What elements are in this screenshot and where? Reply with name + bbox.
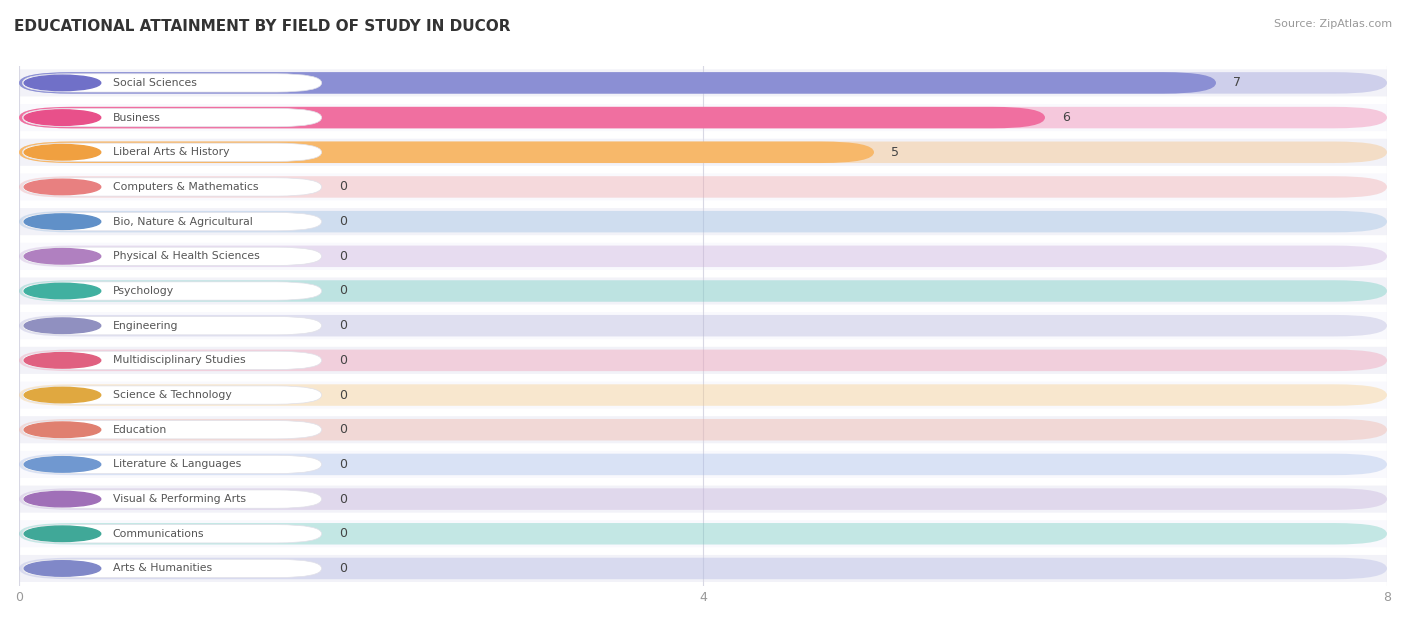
FancyBboxPatch shape xyxy=(22,282,322,300)
FancyBboxPatch shape xyxy=(20,211,1386,233)
FancyBboxPatch shape xyxy=(22,74,322,92)
Text: Source: ZipAtlas.com: Source: ZipAtlas.com xyxy=(1274,19,1392,29)
FancyBboxPatch shape xyxy=(20,104,1386,131)
FancyBboxPatch shape xyxy=(20,72,1386,94)
Text: 0: 0 xyxy=(339,319,347,332)
FancyBboxPatch shape xyxy=(20,280,1386,301)
FancyBboxPatch shape xyxy=(20,451,1386,478)
Text: 5: 5 xyxy=(891,146,898,159)
Text: 0: 0 xyxy=(339,527,347,540)
Text: Science & Technology: Science & Technology xyxy=(112,390,232,400)
FancyBboxPatch shape xyxy=(20,555,1386,582)
Circle shape xyxy=(24,75,101,90)
FancyBboxPatch shape xyxy=(20,107,1045,128)
FancyBboxPatch shape xyxy=(22,386,322,404)
Circle shape xyxy=(24,214,101,229)
Circle shape xyxy=(24,283,101,299)
FancyBboxPatch shape xyxy=(22,559,322,578)
FancyBboxPatch shape xyxy=(20,142,875,163)
Text: 0: 0 xyxy=(339,458,347,471)
FancyBboxPatch shape xyxy=(20,142,1386,163)
FancyBboxPatch shape xyxy=(20,520,1386,547)
FancyBboxPatch shape xyxy=(20,277,1386,305)
Text: 0: 0 xyxy=(339,284,347,298)
Text: Social Sciences: Social Sciences xyxy=(112,78,197,88)
FancyBboxPatch shape xyxy=(22,317,322,335)
FancyBboxPatch shape xyxy=(22,178,322,196)
Text: Physical & Health Sciences: Physical & Health Sciences xyxy=(112,252,260,261)
Text: 0: 0 xyxy=(339,562,347,575)
FancyBboxPatch shape xyxy=(20,139,1386,166)
Text: Engineering: Engineering xyxy=(112,320,179,331)
FancyBboxPatch shape xyxy=(20,523,1386,545)
Text: Arts & Humanities: Arts & Humanities xyxy=(112,564,212,573)
FancyBboxPatch shape xyxy=(22,490,322,508)
Circle shape xyxy=(24,179,101,195)
FancyBboxPatch shape xyxy=(20,176,1386,198)
Text: 0: 0 xyxy=(339,423,347,436)
FancyBboxPatch shape xyxy=(22,109,322,127)
Text: 0: 0 xyxy=(339,354,347,367)
Text: 7: 7 xyxy=(1233,76,1241,89)
FancyBboxPatch shape xyxy=(20,70,1386,97)
FancyBboxPatch shape xyxy=(20,416,1386,443)
FancyBboxPatch shape xyxy=(20,485,1386,513)
FancyBboxPatch shape xyxy=(20,557,1386,579)
FancyBboxPatch shape xyxy=(22,247,322,265)
Circle shape xyxy=(24,422,101,437)
FancyBboxPatch shape xyxy=(20,107,1386,128)
FancyBboxPatch shape xyxy=(20,384,1386,406)
FancyBboxPatch shape xyxy=(20,419,1386,441)
Text: Bio, Nature & Agricultural: Bio, Nature & Agricultural xyxy=(112,217,253,227)
Text: 0: 0 xyxy=(339,389,347,401)
Text: EDUCATIONAL ATTAINMENT BY FIELD OF STUDY IN DUCOR: EDUCATIONAL ATTAINMENT BY FIELD OF STUDY… xyxy=(14,19,510,34)
FancyBboxPatch shape xyxy=(20,243,1386,270)
Circle shape xyxy=(24,248,101,264)
FancyBboxPatch shape xyxy=(22,212,322,231)
Text: Visual & Performing Arts: Visual & Performing Arts xyxy=(112,494,246,504)
FancyBboxPatch shape xyxy=(20,173,1386,200)
Circle shape xyxy=(24,387,101,403)
Text: Computers & Mathematics: Computers & Mathematics xyxy=(112,182,259,192)
FancyBboxPatch shape xyxy=(20,454,1386,475)
Circle shape xyxy=(24,110,101,125)
Text: Multidisciplinary Studies: Multidisciplinary Studies xyxy=(112,355,245,365)
Circle shape xyxy=(24,145,101,160)
FancyBboxPatch shape xyxy=(22,525,322,543)
Text: 0: 0 xyxy=(339,492,347,506)
FancyBboxPatch shape xyxy=(20,489,1386,510)
FancyBboxPatch shape xyxy=(20,246,1386,267)
FancyBboxPatch shape xyxy=(20,349,1386,371)
Circle shape xyxy=(24,318,101,334)
Text: 0: 0 xyxy=(339,250,347,263)
Text: Education: Education xyxy=(112,425,167,435)
FancyBboxPatch shape xyxy=(20,347,1386,374)
FancyBboxPatch shape xyxy=(22,143,322,161)
FancyBboxPatch shape xyxy=(20,315,1386,336)
Text: Business: Business xyxy=(112,112,160,123)
Circle shape xyxy=(24,491,101,507)
FancyBboxPatch shape xyxy=(20,208,1386,235)
Circle shape xyxy=(24,561,101,576)
Text: Communications: Communications xyxy=(112,529,204,538)
FancyBboxPatch shape xyxy=(22,351,322,370)
Text: 0: 0 xyxy=(339,181,347,193)
Text: Literature & Languages: Literature & Languages xyxy=(112,459,240,470)
Circle shape xyxy=(24,353,101,368)
FancyBboxPatch shape xyxy=(22,455,322,473)
FancyBboxPatch shape xyxy=(20,312,1386,339)
Text: Liberal Arts & History: Liberal Arts & History xyxy=(112,147,229,157)
FancyBboxPatch shape xyxy=(20,72,1216,94)
Text: Psychology: Psychology xyxy=(112,286,174,296)
FancyBboxPatch shape xyxy=(22,420,322,439)
Circle shape xyxy=(24,526,101,542)
Circle shape xyxy=(24,457,101,472)
Text: 0: 0 xyxy=(339,215,347,228)
FancyBboxPatch shape xyxy=(20,382,1386,408)
Text: 6: 6 xyxy=(1062,111,1070,124)
